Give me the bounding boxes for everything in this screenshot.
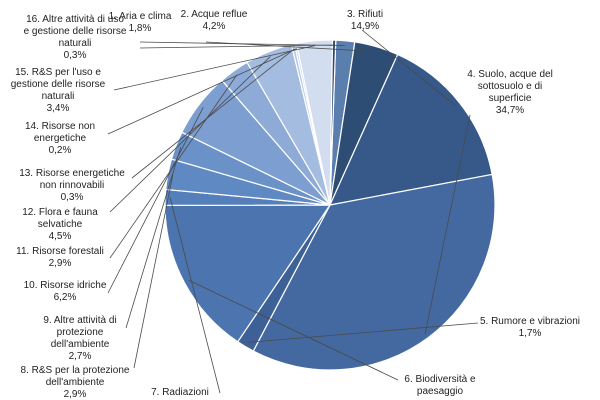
data-label-line: 14,9% [351, 21, 379, 32]
data-label-1-aria-e-clima: 1. Aria e clima 1,8% [109, 11, 172, 34]
leader-line-5-rumore-e-vibrazioni [247, 322, 479, 343]
data-label-9-altre-attivita-di-protezione-dell-ambiente: 9. Altre attività di protezione dell'ambie… [43, 315, 116, 362]
data-label-5-rumore-e-vibrazioni: 5. Rumore e vibrazioni 1,7% [480, 316, 580, 339]
data-label-line: 1. Aria e clima [109, 11, 172, 22]
data-label-7-radiazioni: 7. Radiazioni [151, 387, 209, 398]
leader-line-12-flora-e-fauna-selvatiche [109, 56, 271, 213]
data-label-line: 0,3% [64, 50, 87, 61]
leader-line-9-altre-attivita-di-protezione-dell-ambiente [125, 147, 182, 329]
data-label-line: 3,4% [47, 103, 70, 114]
data-label-line: 4,2% [203, 21, 226, 32]
data-label-15-r-s-per-l-uso-e-gestione-delle-risorse-naturali: 15. R&S per l'uso e gestione delle risors… [11, 67, 106, 114]
data-label-12-flora-e-fauna-selvatiche: 12. Flora e fauna selvatiche 4,5% [22, 207, 98, 242]
data-label-line: 13. Risorse energetiche [19, 168, 125, 179]
data-label-line: protezione [57, 327, 104, 338]
data-label-3-rifiuti: 3. Rifiuti 14,9% [347, 9, 383, 32]
data-label-line: 12. Flora e fauna [22, 207, 98, 218]
data-label-line: non rinnovabili [40, 180, 105, 191]
data-label-line: selvatiche [38, 219, 83, 230]
data-label-11-risorse-forestali: 11. Risorse forestali 2,9% [16, 246, 104, 269]
data-label-line: 10. Risorse idriche [24, 280, 107, 291]
data-label-line: naturali [42, 91, 75, 102]
pie-slice-16-altre-attivita-di-uso-e-gestione-delle-risorse-naturali [329, 39, 337, 206]
leader-line-4-suolo-acque-del-sottosuolo-e-di-superficie [424, 114, 471, 334]
data-label-line: 7. Radiazioni [151, 387, 209, 398]
data-label-line: e gestione delle risorse [24, 26, 127, 37]
data-label-line: 0,2% [49, 145, 72, 156]
data-label-line: gestione delle risorse [11, 79, 106, 90]
data-label-line: 11. Risorse forestali [16, 246, 104, 257]
data-label-line: 2,7% [69, 351, 92, 362]
data-label-line: 5. Rumore e vibrazioni [480, 316, 580, 327]
data-label-6-biodiversita-e-paesaggio: 6. Biodiversità e paesaggio [404, 374, 476, 397]
leader-line-3-rifiuti [361, 29, 456, 107]
data-label-line: energetiche [34, 133, 87, 144]
data-label-line: 0,3% [61, 192, 84, 203]
data-label-line: 2. Acque reflue [181, 9, 248, 20]
data-label-line: 1,8% [129, 23, 152, 34]
data-label-16-altre-attivita-di-uso-e-gestione-delle-risorse-naturali: 16. Altre attività di uso e gestione dell… [24, 14, 127, 61]
slices-group [164, 39, 496, 371]
leader-line-13-risorse-energetiche-non-rinnovabili [131, 48, 295, 179]
leader-line-7-radiazioni [169, 197, 221, 394]
leader-line-11-risorse-forestali [109, 74, 238, 259]
leader-line-10-risorse-idriche [107, 107, 204, 294]
leader-line-2-acque-reflue [205, 41, 376, 52]
leader-line-15-r-s-per-l-uso-e-gestione-delle-risorse-naturali [113, 45, 316, 91]
data-label-10-risorse-idriche: 10. Risorse idriche 6,2% [24, 280, 107, 303]
data-label-line: 2,9% [49, 258, 72, 269]
labels-group: 1. Aria e clima 1,8% 2. Acque reflue 4,2% 3.… [11, 9, 580, 400]
data-label-line: 6,2% [54, 292, 77, 303]
leader-line-6-biodiversita-e-paesaggio [188, 279, 399, 381]
data-label-14-risorse-non-energetiche: 14. Risorse non energetiche 0,2% [25, 121, 95, 156]
data-label-line: naturali [59, 38, 92, 49]
pie-slice-3-rifiuti [328, 53, 493, 206]
data-label-line: 1,7% [519, 328, 542, 339]
data-label-line: 6. Biodiversità e [404, 374, 476, 385]
data-label-line: paesaggio [417, 386, 464, 397]
data-label-line: 34,7% [496, 105, 524, 116]
pie-slice-6-biodiversita-e-paesaggio [164, 204, 332, 343]
data-label-4-suolo-acque-del-sottosuolo-e-di-superficie: 4. Suolo, acque del sottosuolo e di superf… [467, 69, 553, 116]
leader-line-14-risorse-non-energetiche [107, 48, 297, 135]
leader-line-8-r-s-per-la-protezione-dell-ambiente [133, 174, 174, 369]
data-label-line: superficie [489, 93, 532, 104]
data-label-2-acque-reflue: 2. Acque reflue 4,2% [181, 9, 248, 32]
data-label-line: dell'ambiente [46, 377, 105, 388]
data-label-line: 4. Suolo, acque del [467, 69, 553, 80]
data-label-line: 2,9% [64, 389, 87, 400]
data-label-line: 8. R&S per la protezione [21, 365, 130, 376]
leader-lines-group [107, 29, 479, 394]
data-label-line: dell'ambiente [51, 339, 110, 350]
data-label-8-r-s-per-la-protezione-dell-ambiente: 8. R&S per la protezione dell'ambiente 2,9… [21, 365, 130, 400]
data-label-line: 9. Altre attività di [43, 315, 116, 326]
data-label-line: 4,5% [49, 231, 72, 242]
leader-line-16-altre-attivita-di-uso-e-gestione-delle-risorse-naturali [139, 44, 335, 49]
data-label-line: 15. R&S per l'uso e [15, 67, 101, 78]
data-label-line: 14. Risorse non [25, 121, 95, 132]
data-label-line: 3. Rifiuti [347, 9, 383, 20]
data-label-13-risorse-energetiche-non-rinnovabili: 13. Risorse energetiche non rinnovabili 0,… [19, 168, 125, 203]
data-label-line: 16. Altre attività di uso [26, 14, 124, 25]
pie-slice-4-suolo-acque-del-sottosuolo-e-di-superficie [252, 173, 496, 371]
data-label-line: sottosuolo e di [478, 81, 543, 92]
